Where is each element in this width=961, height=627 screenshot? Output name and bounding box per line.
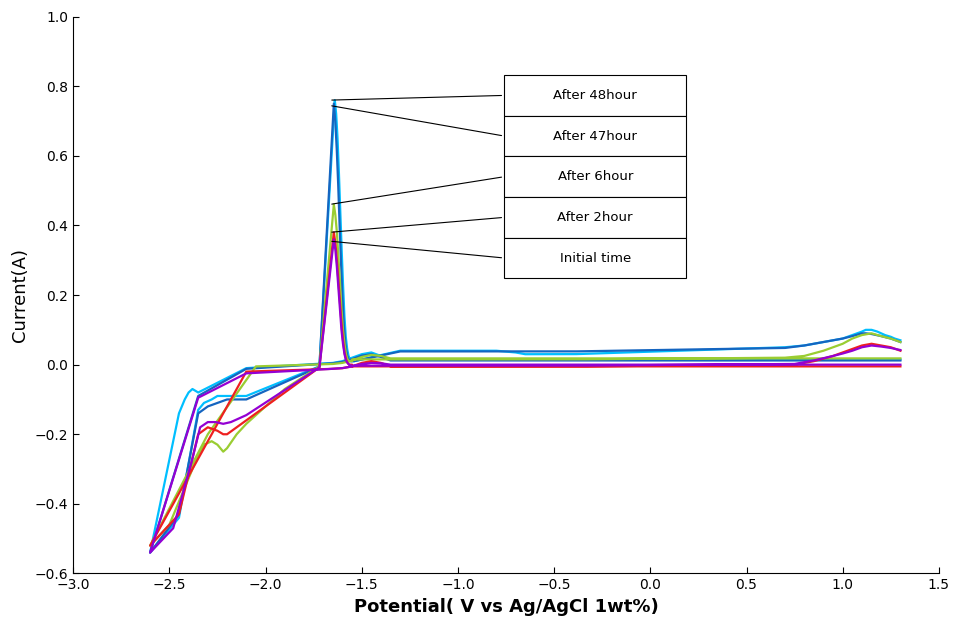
- Text: After 47hour: After 47hour: [554, 130, 637, 142]
- X-axis label: Potential( V vs Ag/AgCl 1wt%): Potential( V vs Ag/AgCl 1wt%): [354, 598, 658, 616]
- Y-axis label: Current(A): Current(A): [12, 248, 29, 342]
- Bar: [505, 197, 686, 238]
- Text: Initial time: Initial time: [559, 251, 630, 265]
- Bar: [505, 116, 686, 156]
- Bar: [505, 238, 686, 278]
- Text: After 48hour: After 48hour: [554, 89, 637, 102]
- Text: After 2hour: After 2hour: [557, 211, 633, 224]
- Text: After 6hour: After 6hour: [557, 170, 633, 183]
- Bar: [505, 156, 686, 197]
- Bar: [505, 75, 686, 116]
